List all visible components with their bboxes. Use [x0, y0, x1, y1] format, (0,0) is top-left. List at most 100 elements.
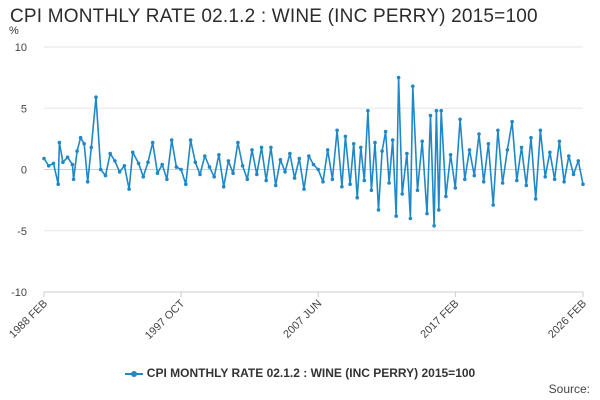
data-point — [576, 159, 581, 163]
y-tick-label: 0 — [21, 165, 27, 177]
data-point — [98, 167, 103, 172]
data-point — [78, 135, 83, 140]
data-point — [179, 167, 183, 172]
data-point — [278, 157, 283, 162]
data-point — [439, 108, 444, 113]
data-point — [321, 180, 325, 184]
data-point — [302, 187, 306, 191]
data-point — [70, 162, 75, 167]
data-point — [405, 151, 409, 156]
y-tick-label: -10 — [11, 287, 27, 299]
data-point — [420, 139, 425, 144]
data-point — [174, 165, 179, 169]
data-point — [146, 160, 150, 164]
data-point — [297, 156, 302, 161]
data-point — [519, 145, 524, 150]
x-tick-label: 2026 FEB — [546, 298, 589, 341]
data-point — [288, 151, 292, 156]
data-point — [136, 161, 141, 166]
data-point — [491, 203, 496, 207]
x-tick-label: 2017 FEB — [418, 298, 461, 341]
data-point — [236, 140, 240, 145]
x-tick-label: 1988 FEB — [7, 298, 50, 341]
data-point — [184, 182, 188, 186]
data-point — [61, 160, 65, 164]
data-point — [269, 145, 273, 150]
data-point — [56, 182, 60, 186]
data-point — [343, 134, 348, 139]
data-point — [510, 119, 514, 124]
data-point — [85, 180, 90, 184]
data-point — [221, 184, 226, 189]
data-point — [264, 178, 269, 183]
data-point — [335, 128, 339, 133]
data-point — [524, 183, 529, 188]
data-point — [292, 176, 297, 180]
data-point — [481, 180, 486, 184]
data-point — [567, 154, 571, 158]
data-point — [533, 197, 538, 201]
data-point — [529, 135, 533, 140]
data-point — [396, 75, 401, 80]
data-point — [394, 214, 399, 218]
data-point — [198, 172, 202, 177]
data-point — [155, 171, 160, 175]
data-point — [75, 149, 79, 153]
data-point — [366, 108, 370, 113]
data-point — [538, 128, 543, 133]
data-point — [316, 167, 321, 172]
data-point — [467, 148, 472, 152]
data-point — [169, 138, 174, 142]
data-point — [359, 145, 363, 150]
data-point — [240, 164, 245, 168]
data-point — [500, 181, 505, 185]
legend-marker-icon — [124, 370, 143, 377]
data-point — [515, 178, 519, 183]
data-point — [557, 139, 562, 144]
data-point — [458, 117, 462, 122]
data-point — [444, 194, 448, 199]
data-point — [408, 216, 413, 221]
data-point — [150, 140, 155, 145]
data-point — [390, 138, 395, 142]
chart-title: CPI MONTHLY RATE 02.1.2 : WINE (INC PERR… — [10, 6, 538, 27]
data-point — [42, 156, 46, 161]
data-point — [477, 132, 481, 136]
data-point — [325, 148, 330, 152]
data-point — [51, 161, 56, 166]
data-point — [340, 184, 344, 189]
data-point — [103, 173, 108, 178]
data-point — [283, 170, 287, 174]
data-point — [496, 128, 500, 133]
data-point — [307, 154, 311, 158]
legend-label: CPI MONTHLY RATE 02.1.2 : WINE (INC PERR… — [146, 366, 476, 380]
data-point — [562, 180, 566, 184]
data-point — [108, 151, 112, 156]
data-point — [71, 177, 76, 182]
series-line — [43, 76, 584, 227]
y-tick-label: 10 — [15, 42, 27, 54]
x-tick-label: 1997 OCT — [143, 297, 188, 342]
data-point — [543, 175, 547, 179]
data-point — [130, 150, 135, 155]
data-point — [273, 183, 278, 188]
data-point — [411, 84, 415, 88]
data-point — [117, 170, 122, 174]
data-point — [400, 192, 405, 196]
data-point — [89, 145, 94, 150]
data-point — [463, 177, 467, 182]
source-label: Source: — [548, 382, 590, 396]
data-point — [226, 159, 231, 163]
data-point — [355, 195, 360, 200]
data-point — [369, 188, 374, 193]
data-point — [82, 142, 86, 146]
data-point — [434, 108, 439, 113]
chart-legend[interactable]: CPI MONTHLY RATE 02.1.2 : WINE (INC PERR… — [0, 366, 600, 380]
data-point — [46, 164, 51, 168]
data-point — [376, 208, 381, 212]
data-point — [330, 177, 335, 182]
data-point — [94, 95, 98, 99]
data-point — [415, 188, 420, 193]
data-point — [165, 177, 169, 182]
